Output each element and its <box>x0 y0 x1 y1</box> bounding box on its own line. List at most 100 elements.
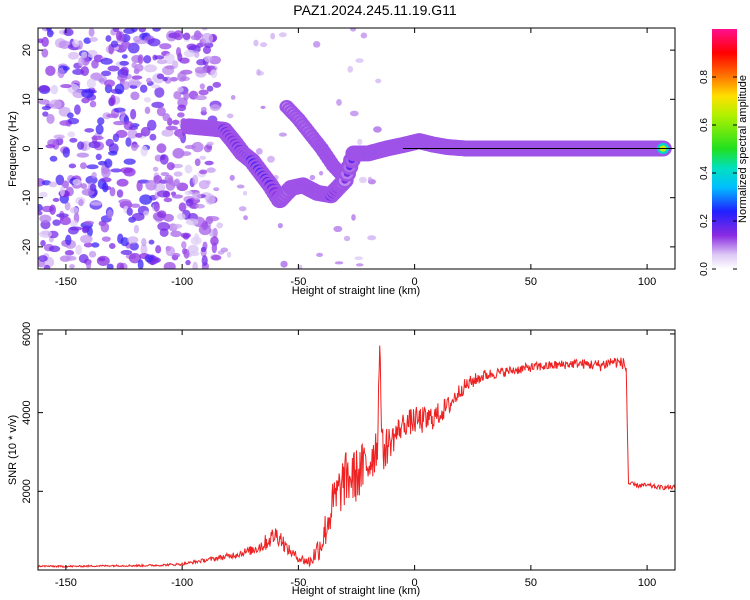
noise-blob <box>194 66 208 74</box>
colorbar-tick-label: 0.0 <box>699 262 710 276</box>
noise-blob <box>52 197 60 203</box>
snr-x-label: Height of straight line (km) <box>292 585 420 597</box>
noise-blob <box>101 70 112 77</box>
noise-blob <box>133 35 141 43</box>
x-tick-label: 50 <box>525 577 537 589</box>
noise-blob <box>173 91 182 100</box>
noise-blob <box>334 261 344 265</box>
noise-blob <box>122 41 129 50</box>
noise-blob <box>165 180 176 191</box>
noise-blob <box>88 250 97 258</box>
noise-blob <box>82 225 91 233</box>
noise-blob <box>178 202 187 212</box>
noise-blob <box>59 185 65 197</box>
x-tick-label: -50 <box>290 276 306 288</box>
noise-blob <box>139 84 148 93</box>
noise-blob <box>206 167 216 173</box>
noise-blob <box>69 264 75 269</box>
noise-blob <box>123 158 136 165</box>
noise-blob <box>184 164 193 174</box>
noise-blob <box>199 169 208 175</box>
noise-blob <box>155 245 162 254</box>
noise-blob <box>78 254 89 264</box>
colorbar-tick-label: 0.4 <box>699 166 710 180</box>
noise-blob <box>69 220 78 227</box>
noise-blob <box>127 129 138 139</box>
y-tick-label: 2000 <box>21 479 33 503</box>
noise-blob <box>121 54 128 59</box>
noise-blob <box>199 83 206 90</box>
noise-blob <box>139 194 153 205</box>
noise-blob <box>48 245 61 253</box>
noise-blob <box>336 98 342 106</box>
noise-blob <box>198 180 210 190</box>
noise-blob <box>172 60 179 69</box>
noise-blob <box>152 28 161 32</box>
noise-blob <box>84 128 95 133</box>
noise-blob <box>63 28 74 37</box>
noise-blob <box>67 131 76 138</box>
noise-blob <box>343 235 351 242</box>
noise-blob <box>333 225 343 233</box>
noise-blob <box>367 176 373 182</box>
noise-blob <box>138 28 147 33</box>
noise-blob <box>204 196 210 200</box>
noise-blob <box>162 76 168 82</box>
noise-blob <box>181 241 187 249</box>
noise-blob <box>110 168 122 173</box>
noise-blob <box>80 66 90 77</box>
noise-blob <box>49 99 62 110</box>
noise-blob <box>159 228 169 237</box>
noise-blob <box>112 133 120 143</box>
noise-blob <box>156 143 167 154</box>
noise-blob <box>188 251 200 257</box>
noise-blob <box>172 119 180 125</box>
noise-blob <box>38 204 43 212</box>
noise-blob <box>243 215 248 221</box>
noise-blob <box>116 262 125 269</box>
noise-blob <box>316 252 323 258</box>
noise-blob <box>100 177 112 183</box>
noise-blob <box>210 104 221 112</box>
colorbar-tick-label: 0.2 <box>699 214 710 228</box>
y-tick-label: 20 <box>21 44 33 56</box>
noise-blob <box>184 190 193 196</box>
noise-blob <box>156 106 166 117</box>
y-tick-label: -10 <box>21 190 33 206</box>
noise-blob <box>69 137 78 143</box>
noise-blob <box>216 222 223 229</box>
noise-blob <box>226 251 232 258</box>
noise-blob <box>229 174 235 181</box>
noise-blob <box>86 164 99 170</box>
noise-blob <box>112 28 120 33</box>
noise-blob <box>143 55 152 64</box>
noise-blob <box>52 219 61 226</box>
noise-blob <box>146 77 152 84</box>
noise-blob <box>39 214 52 223</box>
noise-blob <box>253 39 259 47</box>
noise-blob <box>38 210 43 216</box>
noise-blob <box>91 242 100 248</box>
noise-blob <box>83 220 95 225</box>
noise-blob <box>211 254 222 261</box>
noise-blob <box>185 259 191 266</box>
noise-blob <box>194 32 204 39</box>
noise-blob <box>105 35 112 42</box>
noise-blob <box>159 43 172 50</box>
noise-blob <box>156 73 165 80</box>
noise-blob <box>117 74 128 82</box>
noise-blob <box>128 252 142 264</box>
noise-blob <box>351 214 356 221</box>
noise-blob <box>199 155 207 160</box>
x-tick-label: -50 <box>290 577 306 589</box>
colorbar: 0.0 0.2 0.4 0.6 0.8 Normalized spectral ampl… <box>699 29 749 276</box>
noise-blob <box>298 264 303 269</box>
noise-blob <box>200 106 207 113</box>
noise-blob <box>143 210 149 216</box>
noise-blob <box>184 144 196 150</box>
noise-blob <box>38 260 45 268</box>
noise-blob <box>77 141 85 150</box>
x-tick-label: 50 <box>525 276 537 288</box>
noise-blob <box>270 32 276 40</box>
noise-blob <box>137 54 144 65</box>
